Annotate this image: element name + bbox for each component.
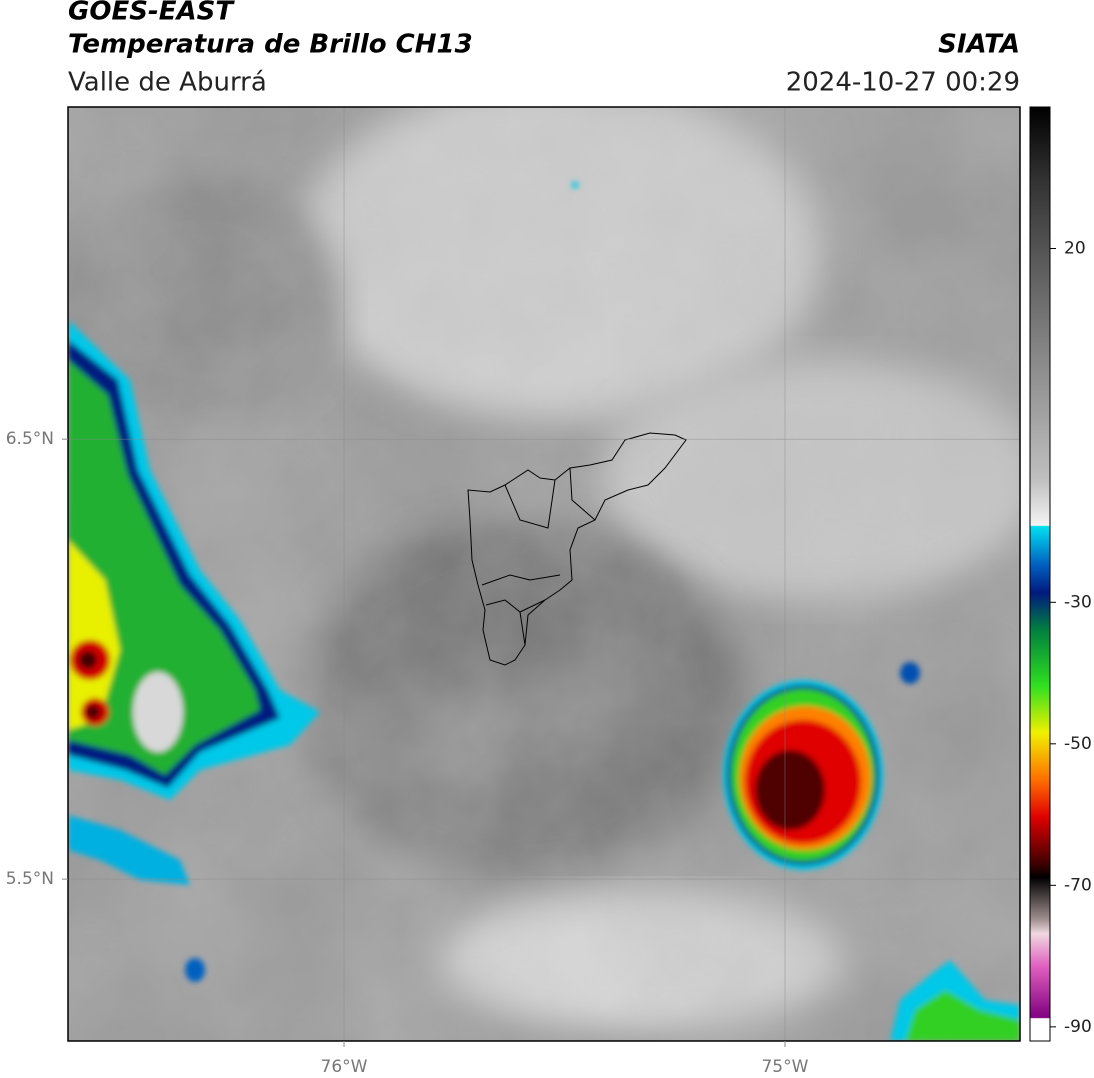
colorbar-tick-label: -90 — [1064, 1017, 1092, 1037]
timestamp: 2024-10-27 00:29 — [786, 68, 1020, 98]
municipal-boundary — [467, 432, 687, 666]
y-tick-label: 5.5°N — [6, 869, 54, 889]
region: Valle de Aburrá — [68, 68, 267, 98]
colorbar-tick-label: 20 — [1064, 239, 1086, 259]
subtitle: Temperatura de Brillo CH13 — [68, 30, 473, 60]
source: SIATA — [938, 30, 1020, 60]
map-frame — [67, 106, 1021, 1042]
colorbar-tick-label: -70 — [1064, 875, 1092, 895]
x-tick-label: 76°W — [321, 1057, 368, 1077]
colorbar-tick-label: -50 — [1064, 734, 1092, 754]
title: GOES-EAST — [68, 0, 235, 27]
colorbar — [1029, 106, 1051, 1042]
colorbar-tick-label: -30 — [1064, 592, 1092, 612]
y-tick-label: 6.5°N — [6, 429, 54, 449]
x-tick-label: 75°W — [761, 1057, 808, 1077]
satellite-image — [68, 107, 1020, 1041]
